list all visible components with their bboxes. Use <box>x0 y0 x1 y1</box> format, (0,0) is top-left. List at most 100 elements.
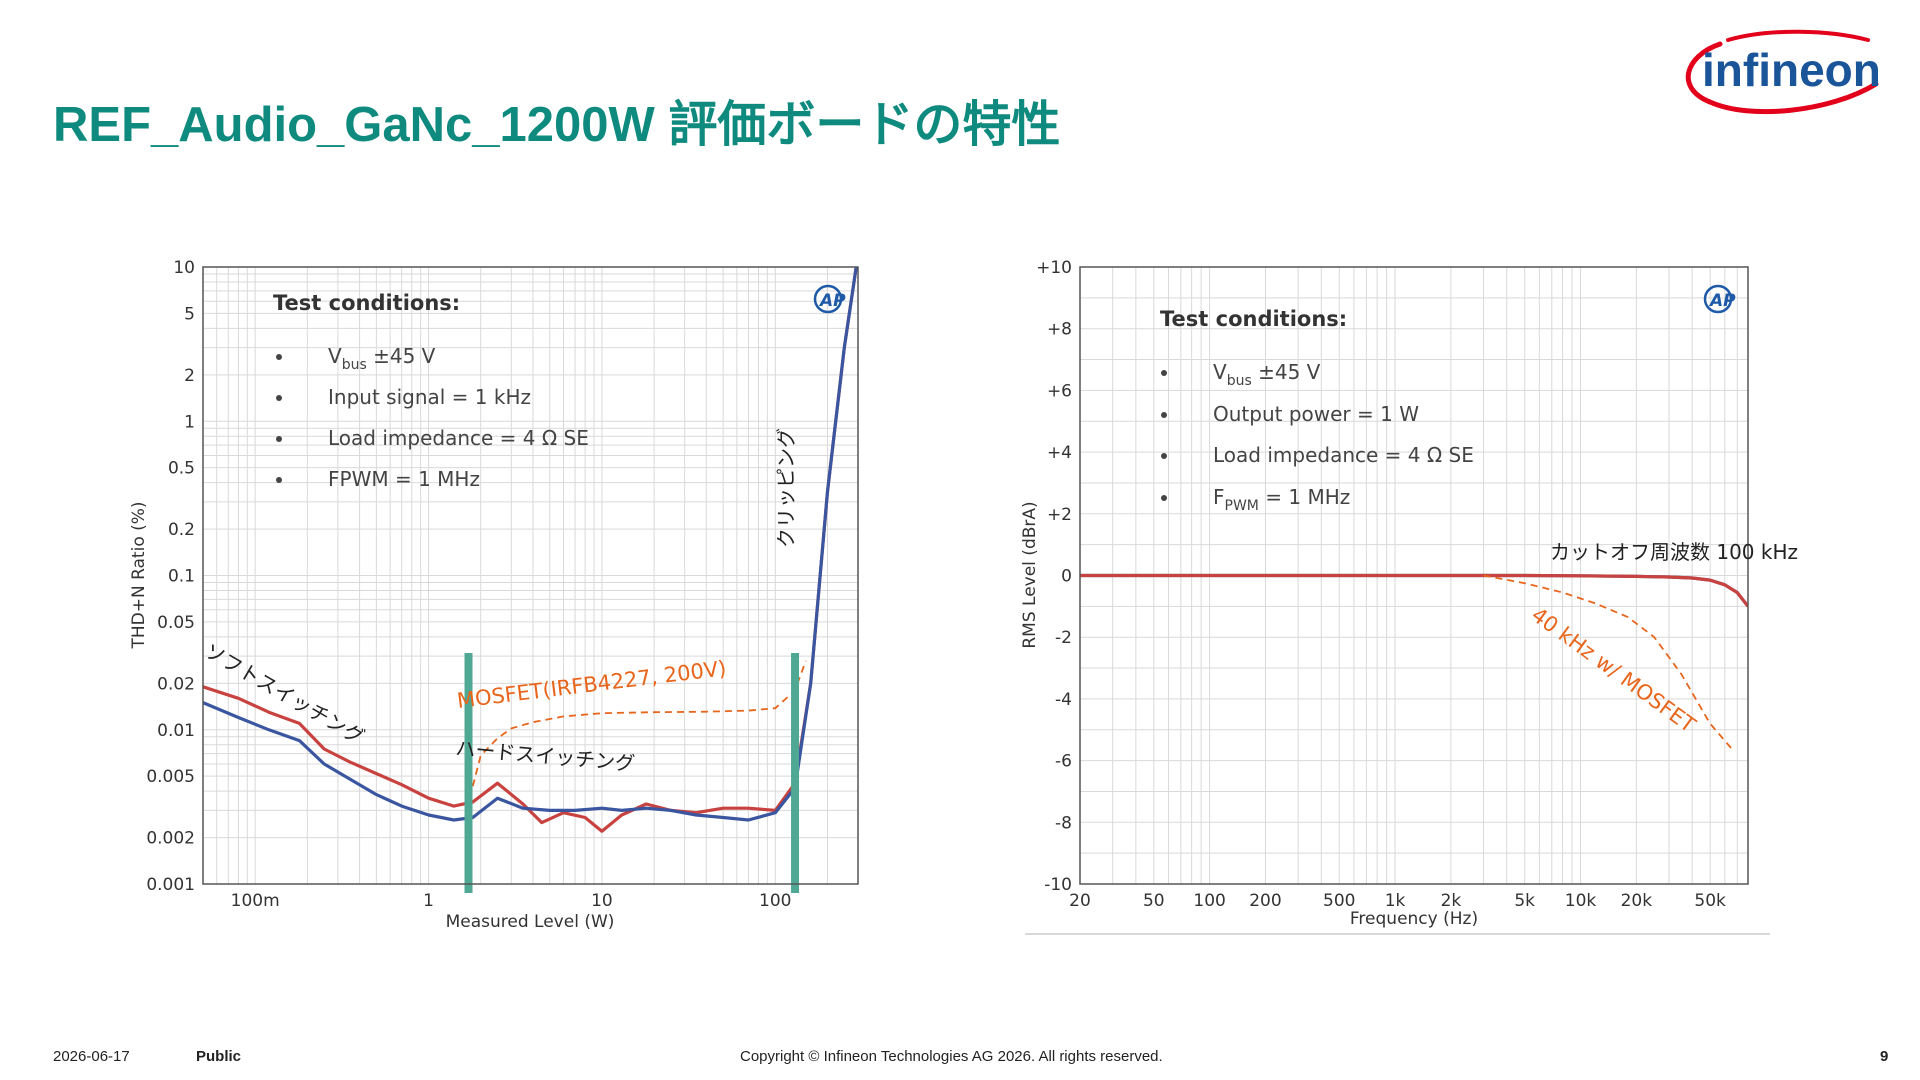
test-conditions-list: Vbus ±45 V Input signal = 1 kHz Load imp… <box>276 344 589 491</box>
x-tick-label: 1 <box>423 891 434 911</box>
series-line-2 <box>1483 574 1732 749</box>
y-tick-label: 0.002 <box>146 829 195 849</box>
series-lines <box>203 267 858 833</box>
svg-text:FPWM = 1 MHz: FPWM = 1 MHz <box>1213 485 1350 514</box>
x-tick-label: 1k <box>1385 891 1406 911</box>
y-axis-label: RMS Level (dBrA) <box>1020 501 1040 648</box>
footer-copyright: Copyright © Infineon Technologies AG 202… <box>740 1048 1163 1065</box>
page-title: REF_Audio_GaNc_1200W 評価ボードの特性 <box>53 98 1061 152</box>
y-tick-label: +4 <box>1047 443 1072 463</box>
y-tick-label: 0 <box>1061 567 1072 587</box>
x-tick-label: 10 <box>591 891 613 911</box>
hard-switching-label: ハードスイッチング <box>455 736 636 776</box>
y-tick-label: 0.001 <box>146 875 195 895</box>
grid <box>203 267 858 884</box>
x-tick-label: 100 <box>759 891 791 911</box>
y-tick-label: 0.005 <box>146 767 195 787</box>
condition-vbus-rest: ±45 V <box>367 344 436 368</box>
svg-text:Vbus ±45 V: Vbus ±45 V <box>1213 360 1321 389</box>
condition-fpwm-rest: = 1 MHz <box>1259 485 1350 509</box>
infineon-logo: infineon <box>1685 29 1881 115</box>
x-tick-label: 100m <box>231 891 280 911</box>
plot-frame <box>202 266 859 885</box>
logo-swoosh-top <box>1726 29 1870 42</box>
y-tick-label: 1 <box>184 412 195 432</box>
y-tick-label: -4 <box>1055 690 1072 710</box>
test-conditions-title: Test conditions: <box>1160 307 1347 331</box>
clipping-label: クリッピング <box>774 428 798 548</box>
x-tick-label: 50 <box>1143 891 1165 911</box>
footer-page-number: 9 <box>1880 1048 1889 1065</box>
x-axis-label: Measured Level (W) <box>446 912 615 932</box>
condition-vbus-sub: bus <box>342 357 367 373</box>
condition-fpwm-sub: PWM <box>1225 498 1259 514</box>
condition-vbus-main: V <box>328 344 342 368</box>
cutoff-label: カットオフ周波数 100 kHz <box>1550 540 1798 564</box>
condition-vbus-main: V <box>1213 360 1227 384</box>
condition-load: Load impedance = 4 Ω SE <box>328 426 589 450</box>
series-line-1 <box>1080 573 1748 608</box>
y-tick-label: +8 <box>1047 320 1072 340</box>
ap-badge-text: AP <box>1708 291 1736 311</box>
y-tick-label: 5 <box>184 304 195 324</box>
x-tick-label: 5k <box>1514 891 1535 911</box>
logo-text: infineon <box>1702 44 1881 96</box>
ap-badge-text: AP <box>818 291 846 311</box>
tick-labels: 20 50 100 200 500 1k 2k 5k 10k 20k 50k +10 +8 +6 +4 +2 0… <box>1036 258 1726 911</box>
footer-date: 2026-06-17 <box>53 1048 130 1065</box>
x-tick-label: 10k <box>1565 891 1597 911</box>
series-line-1 <box>203 267 858 822</box>
svg-text:Vbus ±45 V: Vbus ±45 V <box>328 344 436 373</box>
y-tick-label: -6 <box>1055 752 1072 772</box>
ap-badge: AP <box>813 284 846 314</box>
x-tick-label: 500 <box>1323 891 1355 911</box>
test-conditions-list: Vbus ±45 V Output power = 1 W Load imped… <box>1161 360 1474 514</box>
condition-vbus-rest: ±45 V <box>1252 360 1321 384</box>
condition-fpwm-main: F <box>1213 485 1225 509</box>
region-marker-0 <box>464 653 473 893</box>
x-tick-label: 100 <box>1193 891 1225 911</box>
frequency-response-chart: 20 50 100 200 500 1k 2k 5k 10k 20k 50k +10 +8 +6 +4 +2 0… <box>1020 258 1798 935</box>
thd-vs-power-chart: 100m 1 10 100 0.001 0.002 0.005 0.01 0.02 0.05 0.1… <box>129 258 859 932</box>
region-markers <box>464 653 800 893</box>
x-tick-label: 2k <box>1441 891 1462 911</box>
y-tick-label: +10 <box>1036 258 1072 278</box>
condition-vbus-sub: bus <box>1227 373 1252 389</box>
series-line-2 <box>471 660 807 787</box>
condition-load: Load impedance = 4 Ω SE <box>1213 443 1474 467</box>
y-tick-label: 0.5 <box>168 459 195 479</box>
condition-fpwm: FPWM = 1 MHz <box>328 467 480 491</box>
y-tick-label: 0.2 <box>168 520 195 540</box>
logo-swoosh <box>1685 41 1879 115</box>
y-tick-label: 2 <box>184 366 195 386</box>
tick-labels: 100m 1 10 100 0.001 0.002 0.005 0.01 0.02 0.05 0.1… <box>146 258 791 911</box>
condition-input-signal: Input signal = 1 kHz <box>328 385 531 409</box>
x-tick-label: 200 <box>1249 891 1281 911</box>
series-line-0 <box>203 267 858 833</box>
region-marker-1 <box>791 653 800 893</box>
ap-badge: AP <box>1703 284 1736 314</box>
y-tick-label: -10 <box>1044 875 1072 895</box>
y-tick-label: -8 <box>1055 813 1072 833</box>
y-tick-label: 0.1 <box>168 567 195 587</box>
condition-output-power: Output power = 1 W <box>1213 402 1419 426</box>
y-tick-label: +6 <box>1047 381 1072 401</box>
y-tick-label: +2 <box>1047 505 1072 525</box>
y-tick-label: 0.02 <box>157 674 195 694</box>
y-tick-label: -2 <box>1055 628 1072 648</box>
footer-classification: Public <box>196 1048 242 1065</box>
x-axis-label: Frequency (Hz) <box>1350 909 1478 929</box>
y-tick-label: 10 <box>173 258 195 278</box>
plot-frame <box>1079 266 1749 885</box>
y-tick-label: 0.01 <box>157 721 195 741</box>
mosfet-label: 40 kHz w/ MOSFET <box>1527 603 1700 738</box>
series-line-0 <box>1080 573 1748 608</box>
y-tick-label: 0.05 <box>157 613 195 633</box>
series-lines <box>1080 573 1748 749</box>
mosfet-label: MOSFET(IRFB4227, 200V) <box>456 656 728 713</box>
y-axis-label: THD+N Ratio (%) <box>129 501 149 649</box>
x-tick-label: 20k <box>1621 891 1653 911</box>
x-tick-label: 20 <box>1069 891 1091 911</box>
test-conditions-title: Test conditions: <box>273 291 460 315</box>
x-tick-label: 50k <box>1694 891 1726 911</box>
